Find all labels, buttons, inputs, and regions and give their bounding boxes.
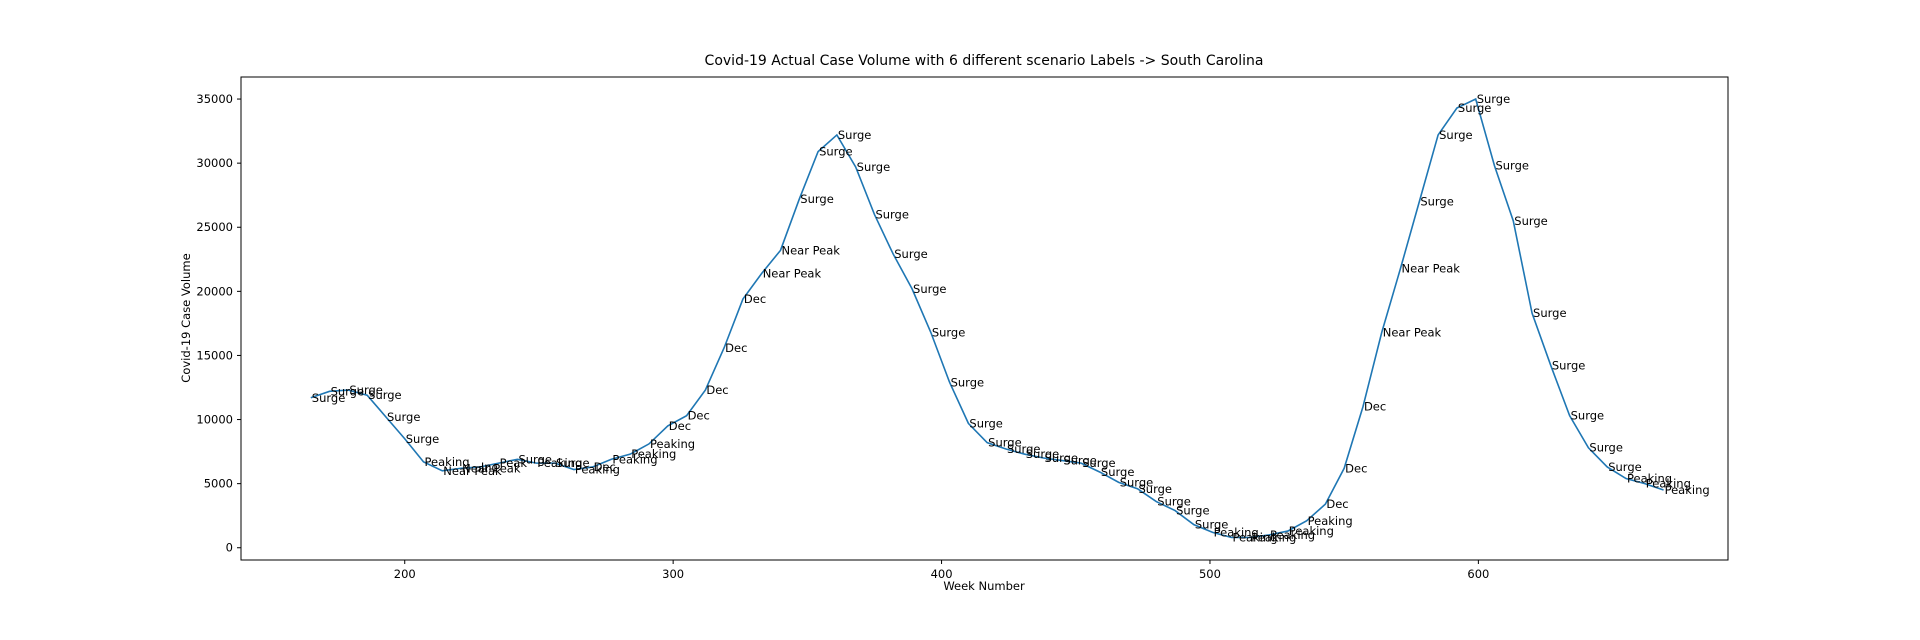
y-tick-label: 10000 (196, 413, 233, 427)
point-label: Surge (387, 410, 421, 424)
point-label: Surge (1495, 159, 1529, 173)
point-label: Dec (744, 292, 766, 306)
point-label: Surge (1063, 454, 1097, 468)
chart-title: Covid-19 Actual Case Volume with 6 diffe… (705, 53, 1264, 69)
point-label: Surge (1458, 101, 1492, 115)
point-label: Peaking (575, 463, 620, 477)
point-label: Surge (556, 456, 590, 470)
x-tick-label: 200 (394, 567, 416, 581)
point-label: Peaking (1308, 514, 1353, 528)
point-label: Near Peak (443, 464, 502, 478)
point-label: Surge (875, 207, 909, 221)
point-label: Surge (1138, 482, 1172, 496)
point-label: Surge (894, 247, 928, 261)
point-label: Peaking (1665, 483, 1710, 497)
point-label: Surge (838, 128, 872, 142)
x-tick-label: 500 (1199, 567, 1221, 581)
point-label: Surge (1439, 128, 1473, 142)
point-label: Surge (1477, 92, 1511, 106)
point-label: Dec (1345, 461, 1367, 475)
point-label: Peaking (1646, 477, 1691, 491)
x-tick-label: 600 (1467, 567, 1489, 581)
point-label: Surge (969, 416, 1003, 430)
point-label: Peaking (537, 456, 582, 470)
point-label: Surge (1082, 456, 1116, 470)
x-tick-label: 300 (662, 567, 684, 581)
point-label: Surge (406, 432, 440, 446)
point-label: Peaking (1214, 525, 1259, 539)
point-label: Peaking (1289, 524, 1334, 538)
point-label: Peaking (631, 447, 676, 461)
y-tick-label: 20000 (196, 284, 233, 298)
point-label: Surge (951, 375, 985, 389)
point-label: Peaking (425, 455, 470, 469)
point-label: Surge (913, 282, 947, 296)
x-tick-label: 400 (931, 567, 953, 581)
point-label: Surge (988, 436, 1022, 450)
point-label: Surge (1176, 504, 1210, 518)
point-label: Surge (1533, 306, 1567, 320)
point-label: Dec (594, 460, 616, 474)
point-label: Surge (1608, 460, 1642, 474)
point-label: Inc (481, 460, 498, 474)
point-label: Surge (1045, 451, 1079, 465)
point-label: Peak (500, 456, 528, 470)
y-tick-label: 0 (226, 541, 233, 555)
point-label: Surge (819, 145, 853, 159)
point-label: Peaking (612, 452, 657, 466)
point-label: Near Peak (1383, 325, 1442, 339)
y-axis-label: Covid-19 Case Volume (179, 253, 193, 382)
point-label: Peaking (650, 437, 695, 451)
point-label: Dec (725, 341, 747, 355)
point-label: Dec (688, 409, 710, 423)
point-label: Surge (518, 452, 552, 466)
point-label: Surge (331, 384, 365, 398)
plot-frame (240, 76, 1729, 561)
point-label: Surge (1571, 409, 1605, 423)
point-label: Surge (1026, 447, 1060, 461)
point-label: Dec (706, 383, 728, 397)
x-axis-label: Week Number (943, 579, 1025, 593)
series-line (310, 97, 1664, 539)
y-tick-label: 30000 (196, 156, 233, 170)
point-label: Surge (368, 388, 402, 402)
point-label: Dec (1364, 400, 1386, 414)
point-label: Surge (1007, 442, 1041, 456)
point-label: Surge (1589, 441, 1623, 455)
point-label: Near Peak (1402, 261, 1461, 275)
point-label: Dec (1326, 497, 1348, 511)
point-label: Surge (1120, 475, 1154, 489)
point-label: Peaking (1270, 528, 1315, 542)
y-tick-label: 35000 (196, 92, 233, 106)
point-label: Dec (669, 419, 691, 433)
point-label: Surge (857, 160, 891, 174)
point-label: Surge (1420, 195, 1454, 209)
y-tick-label: 5000 (204, 477, 233, 491)
point-label: Surge (1514, 214, 1548, 228)
point-label: Peaking (1232, 530, 1277, 544)
point-label: Surge (312, 391, 346, 405)
point-label: Surge (800, 192, 834, 206)
point-label: Near Peak (782, 243, 841, 257)
point-label: Surge (932, 325, 966, 339)
point-label: Surge (1195, 518, 1229, 532)
point-label: Surge (349, 383, 383, 397)
point-label: Surge (1101, 465, 1135, 479)
point-label: Peaking (1251, 530, 1296, 544)
point-label: Near Peak (462, 461, 521, 475)
point-label: Near Peak (763, 266, 822, 280)
point-label: Peaking (1627, 472, 1672, 486)
point-label: Surge (1552, 359, 1586, 373)
point-label: Surge (1157, 495, 1191, 509)
y-tick-label: 15000 (196, 348, 233, 362)
y-tick-label: 25000 (196, 220, 233, 234)
